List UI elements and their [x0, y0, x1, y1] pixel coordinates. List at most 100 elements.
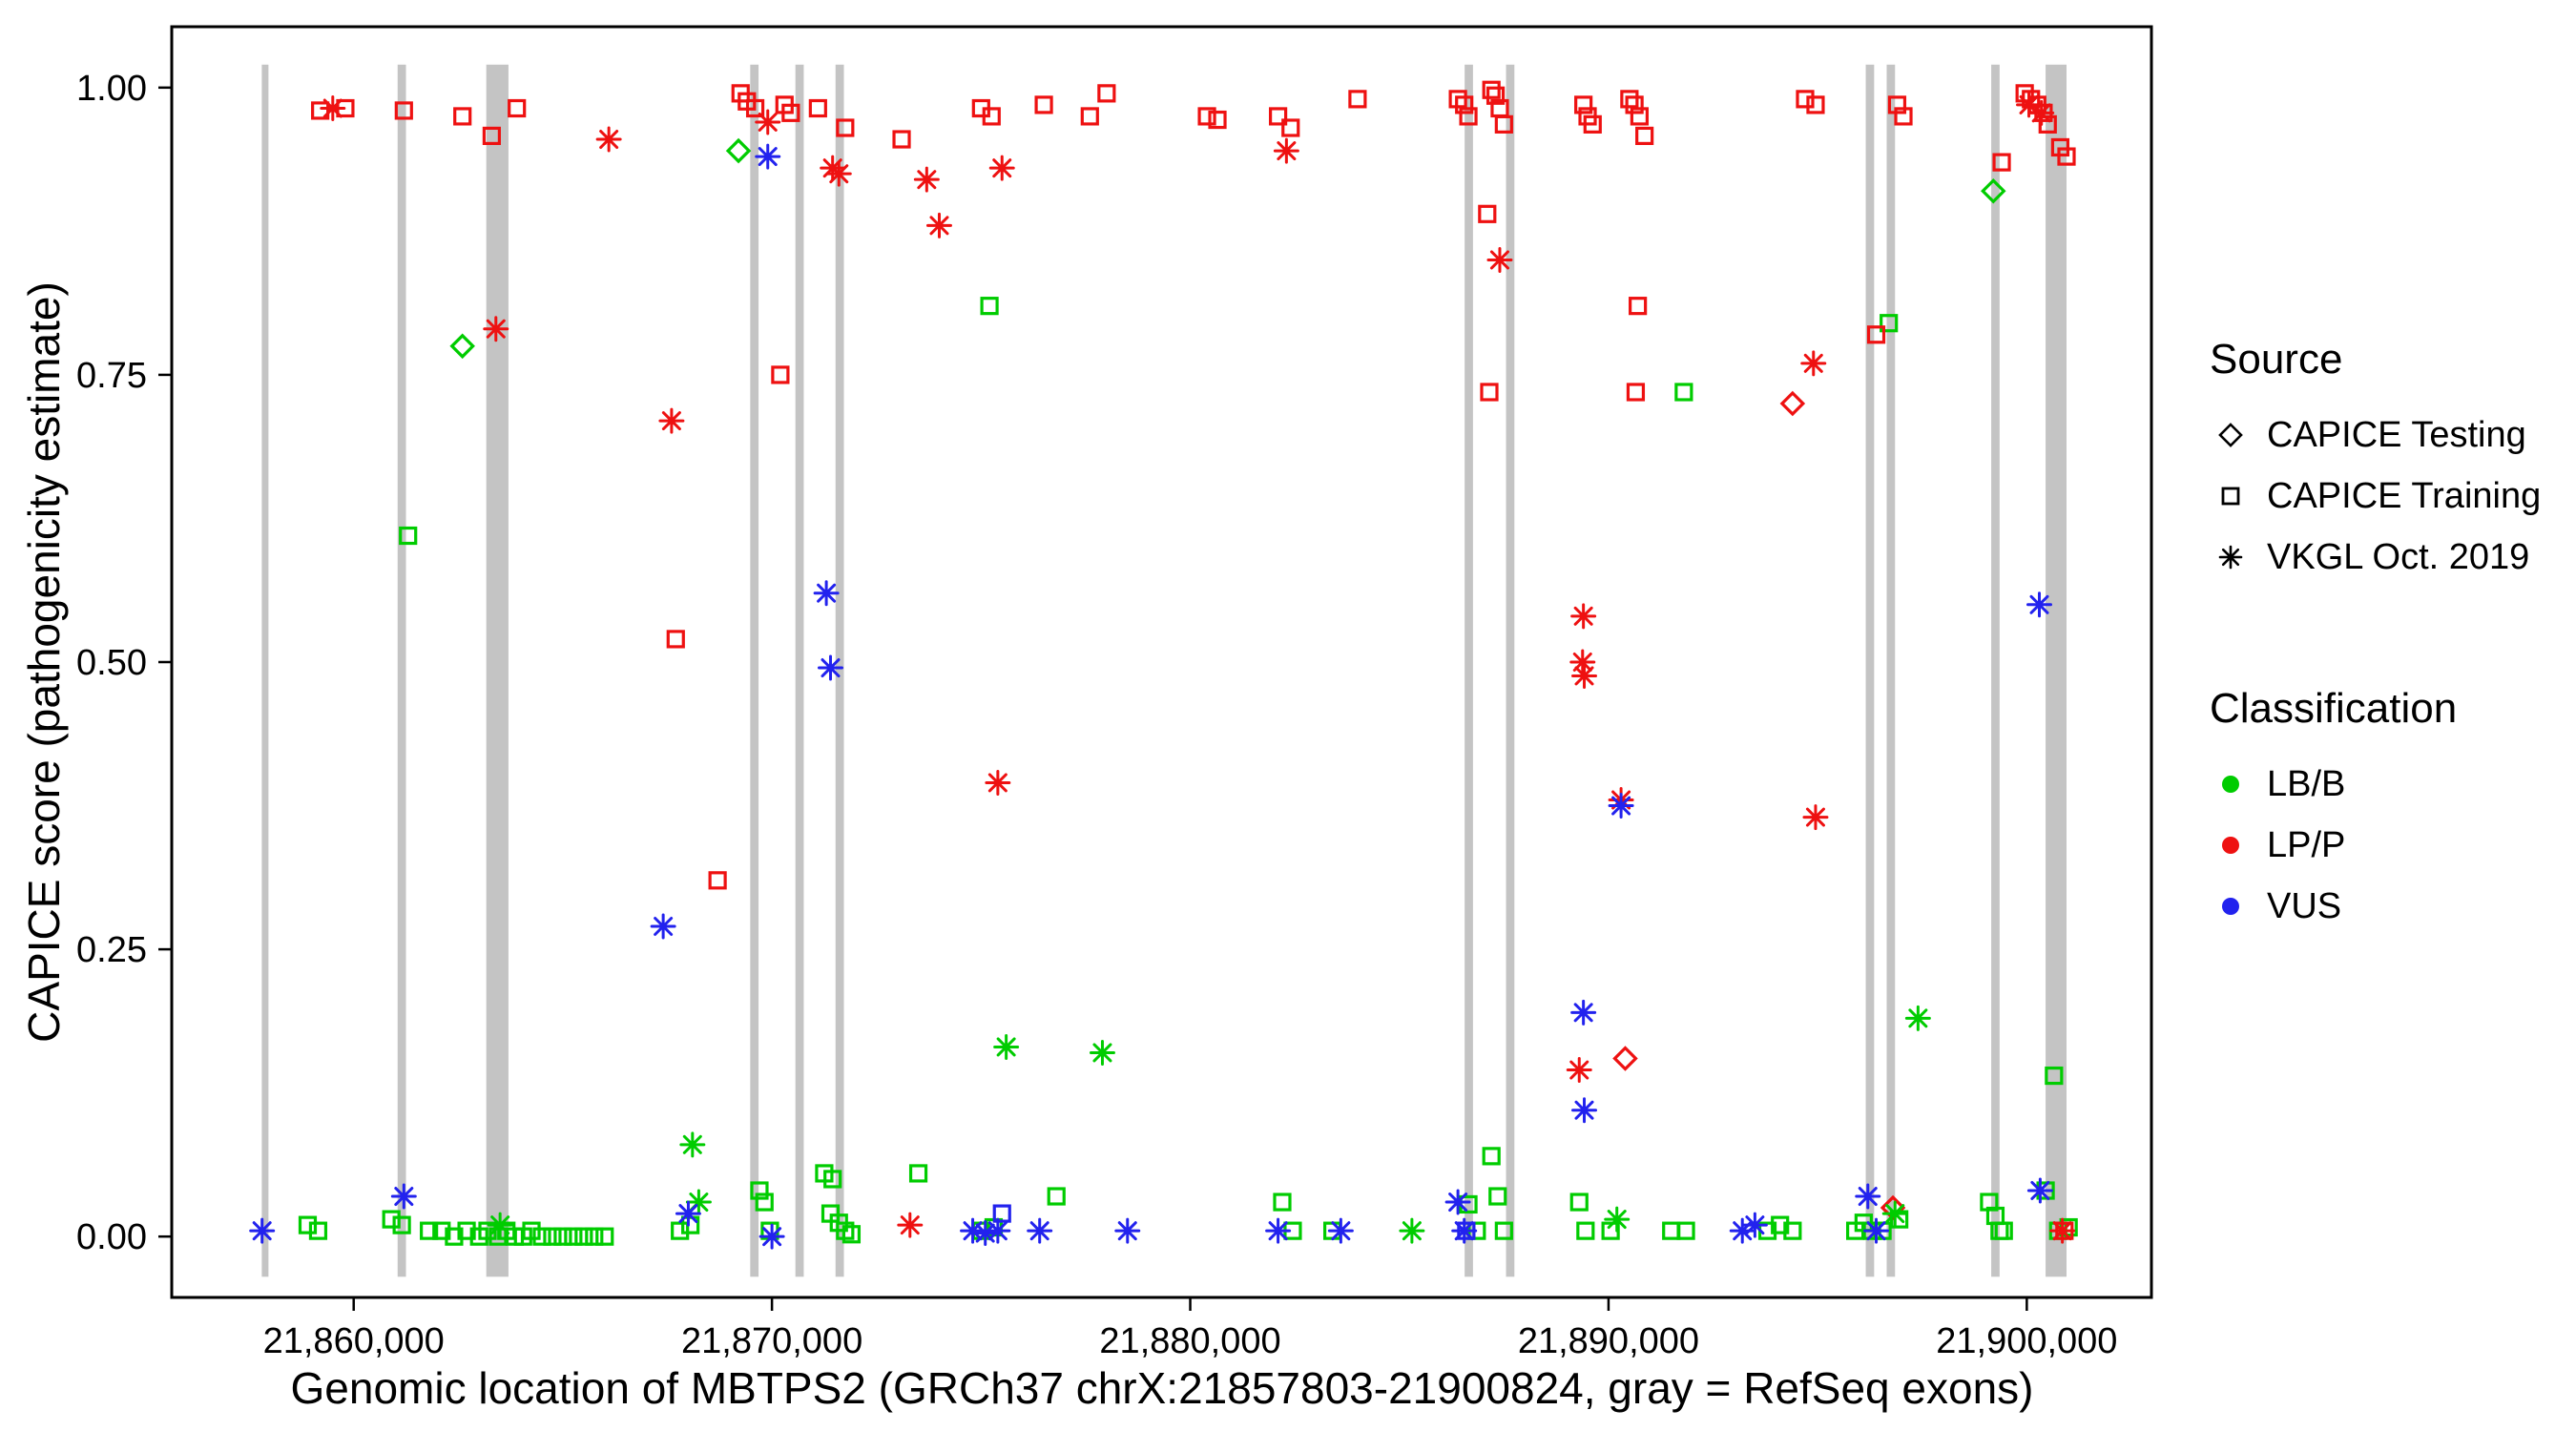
- data-point: [1583, 114, 1602, 134]
- data-point: [2045, 1066, 2064, 1086]
- legend-label: LP/P: [2267, 824, 2346, 865]
- data-point: [1034, 95, 1053, 114]
- data-point: [1863, 1217, 1890, 1244]
- data-point: [1576, 1221, 1595, 1240]
- data-point: [1480, 383, 1499, 402]
- data-point: [1208, 110, 1227, 130]
- data-point: [1348, 90, 1367, 109]
- legend-label: LB/B: [2267, 763, 2346, 804]
- data-point: [1571, 662, 1598, 689]
- data-point: [508, 98, 527, 118]
- data-point: [1802, 804, 1829, 831]
- data-point: [675, 1200, 701, 1227]
- refseq-exon-bar: [1991, 64, 2000, 1277]
- data-point: [1994, 1221, 2013, 1240]
- data-point: [1486, 246, 1513, 273]
- y-tick-label: 0.25: [76, 930, 147, 970]
- data-point: [1779, 390, 1806, 417]
- refseq-exon-bar: [1506, 64, 1515, 1277]
- legend-item-lpp: LP/P: [2210, 815, 2541, 876]
- data-point: [1894, 107, 1913, 126]
- data-point: [972, 1220, 999, 1247]
- data-point: [925, 212, 952, 238]
- data-point: [445, 1227, 464, 1246]
- data-point: [1485, 86, 1506, 105]
- plot-panel: [172, 27, 2151, 1297]
- data-point: [574, 1227, 593, 1246]
- data-point: [2016, 92, 2043, 118]
- data-point: [1855, 1183, 1881, 1210]
- refseq-exon-bar: [795, 64, 804, 1277]
- x-tick-label: 21,890,000: [1518, 1321, 1699, 1361]
- data-point: [982, 107, 1001, 126]
- data-point: [679, 1131, 706, 1158]
- data-point: [1806, 95, 1825, 114]
- asterisk-glyph: [2218, 545, 2243, 570]
- data-point: [750, 1181, 769, 1200]
- data-point: [658, 407, 685, 434]
- data-point: [755, 143, 781, 170]
- data-point: [1796, 90, 1815, 109]
- data-point: [1482, 1147, 1501, 1166]
- blue-circle-glyph: [2222, 898, 2239, 915]
- data-point: [532, 1227, 551, 1246]
- data-point: [392, 1215, 411, 1234]
- data-point: [482, 126, 501, 146]
- data-point: [1800, 350, 1827, 377]
- data-point: [992, 1204, 1011, 1223]
- data-point: [1197, 107, 1216, 126]
- data-point: [249, 1217, 276, 1244]
- data-point: [1047, 1187, 1066, 1206]
- legend-classification-title: Classification: [2210, 685, 2458, 732]
- data-point: [650, 913, 676, 940]
- data-point: [771, 365, 790, 384]
- legend: Source CAPICE Testing CAPICE Training VK…: [2210, 336, 2541, 937]
- data-point: [1729, 1217, 1755, 1244]
- data-point: [1904, 1005, 1931, 1031]
- data-point: [308, 1221, 328, 1240]
- data-point: [1482, 80, 1501, 99]
- data-point: [666, 630, 685, 649]
- data-point: [1570, 999, 1597, 1026]
- data-point: [595, 126, 622, 153]
- data-point: [1399, 1217, 1425, 1244]
- y-tick-label: 0.00: [76, 1217, 147, 1257]
- data-point: [1478, 204, 1497, 223]
- data-point: [1771, 1215, 1790, 1234]
- refseq-exon-bar: [397, 64, 406, 1277]
- data-point: [1494, 114, 1513, 134]
- data-point: [813, 580, 840, 607]
- data-point: [1114, 1217, 1141, 1244]
- data-point: [960, 1217, 987, 1244]
- legend-label: CAPICE Testing: [2267, 414, 2526, 455]
- data-point: [1451, 1217, 1478, 1244]
- data-point: [1459, 107, 1478, 126]
- data-point: [1273, 1192, 1292, 1212]
- data-point: [1608, 793, 1634, 819]
- data-point: [1571, 1097, 1598, 1124]
- data-point: [1327, 1217, 1354, 1244]
- data-point: [311, 101, 330, 120]
- data-point: [1265, 1217, 1292, 1244]
- legend-label: VUS: [2267, 885, 2342, 926]
- data-point: [1630, 107, 1649, 126]
- data-point: [1625, 95, 1644, 114]
- x-axis-title: Genomic location of MBTPS2 (GRCh37 chrX:…: [290, 1363, 2034, 1413]
- data-point: [755, 1192, 774, 1212]
- data-point: [1676, 1221, 1695, 1240]
- data-point: [453, 107, 472, 126]
- refseq-exon-bar: [486, 64, 509, 1277]
- data-point: [755, 109, 781, 135]
- data-point: [449, 333, 475, 360]
- data-point: [1674, 383, 1693, 402]
- data-point: [543, 1227, 562, 1246]
- data-point: [836, 118, 855, 137]
- data-point: [745, 98, 765, 118]
- y-tick-label: 1.00: [76, 69, 147, 109]
- data-point: [1629, 297, 1648, 316]
- data-point: [1604, 1206, 1631, 1233]
- data-point: [1741, 1212, 1768, 1238]
- data-point: [1281, 118, 1300, 137]
